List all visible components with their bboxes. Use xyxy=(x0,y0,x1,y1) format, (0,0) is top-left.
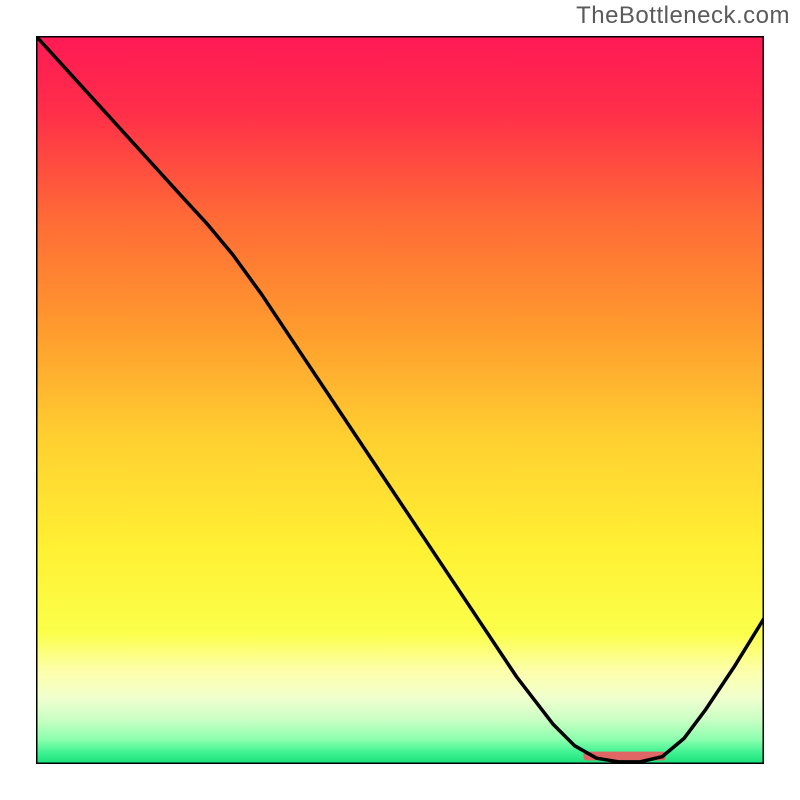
chart-container: TheBottleneck.com xyxy=(0,0,800,800)
watermark-text: TheBottleneck.com xyxy=(576,2,790,30)
bottleneck-chart xyxy=(36,36,764,764)
plot-background xyxy=(36,36,764,764)
